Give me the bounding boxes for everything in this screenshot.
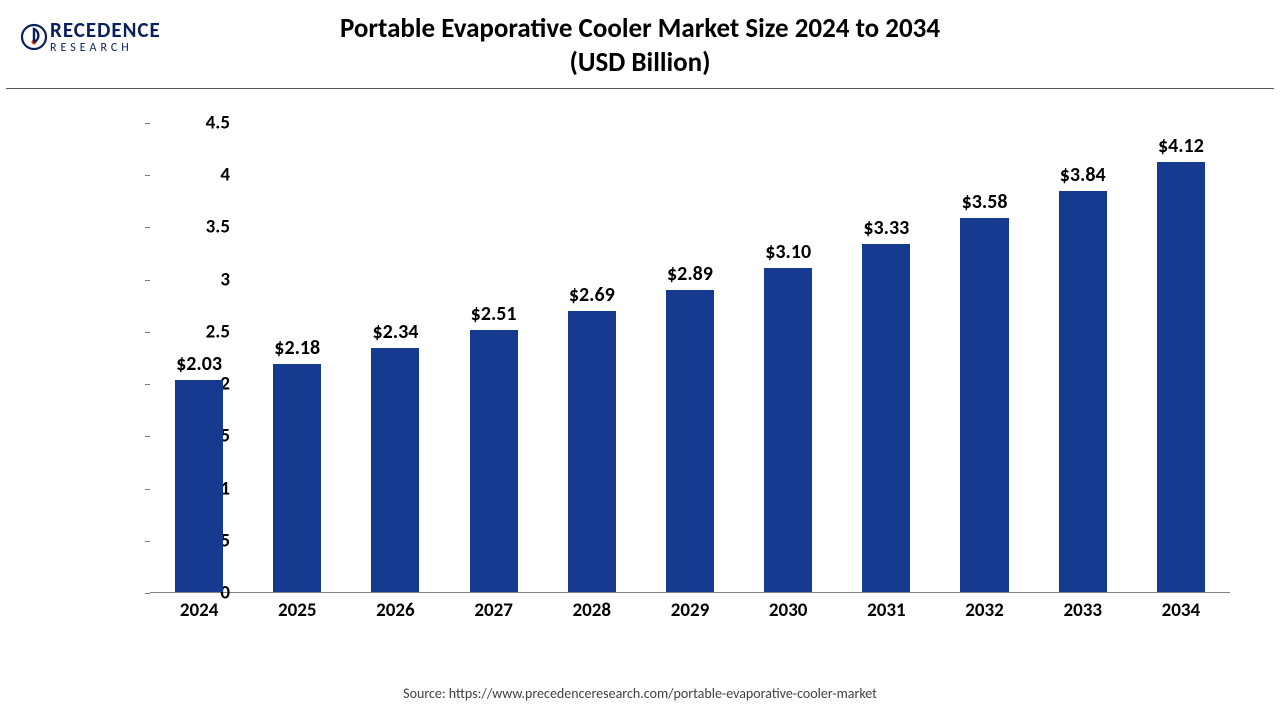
bar (666, 290, 714, 592)
x-tick-label: 2034 (1162, 599, 1201, 622)
bar-value-label: $3.84 (1060, 163, 1106, 187)
y-tick-mark (145, 332, 150, 333)
bar-value-label: $3.58 (962, 190, 1008, 214)
bar (1059, 191, 1107, 592)
x-tick-label: 2027 (474, 599, 513, 622)
bar-group: $3.842033 (1059, 191, 1107, 592)
chart-title-line1: Portable Evaporative Cooler Market Size … (0, 12, 1280, 46)
y-tick-mark (145, 436, 150, 437)
source-attribution: Source: https://www.precedenceresearch.c… (0, 685, 1280, 702)
chart-title-block: Portable Evaporative Cooler Market Size … (0, 12, 1280, 80)
chart-title-line2: (USD Billion) (0, 46, 1280, 80)
x-tick-label: 2033 (1063, 599, 1102, 622)
bar (764, 268, 812, 592)
bar (175, 380, 223, 592)
bar-group: $3.332031 (862, 244, 910, 592)
bar-value-label: $4.12 (1158, 134, 1204, 158)
bar (470, 330, 518, 592)
bar-group: $3.102030 (764, 268, 812, 592)
y-tick-mark (145, 489, 150, 490)
x-tick-label: 2026 (376, 599, 415, 622)
x-tick-label: 2024 (180, 599, 219, 622)
bar-group: $2.182025 (273, 364, 321, 592)
bar (1157, 162, 1205, 592)
y-tick-mark (145, 384, 150, 385)
y-tick-label: 4 (150, 164, 230, 187)
y-tick-label: 4.5 (150, 112, 230, 135)
bar-group: $2.342026 (371, 348, 419, 592)
bar-group: $2.892029 (666, 290, 714, 592)
y-tick-mark (145, 593, 150, 594)
bar-group: $2.032024 (175, 380, 223, 592)
bar-value-label: $3.33 (863, 216, 909, 240)
bar-value-label: $2.69 (569, 283, 615, 307)
x-tick-label: 2025 (278, 599, 317, 622)
x-tick-label: 2029 (671, 599, 710, 622)
bar (960, 218, 1008, 592)
bar-value-label: $2.89 (667, 262, 713, 286)
bar-group: $4.122034 (1157, 162, 1205, 592)
bar (273, 364, 321, 592)
bar-chart: 00.511.522.533.544.5$2.032024$2.182025$2… (60, 105, 1240, 650)
y-tick-label: 3.5 (150, 216, 230, 239)
bar-group: $2.692028 (568, 311, 616, 592)
title-divider (6, 88, 1274, 89)
x-tick-label: 2031 (867, 599, 906, 622)
bar-value-label: $2.34 (372, 320, 418, 344)
y-tick-mark (145, 280, 150, 281)
bar (568, 311, 616, 592)
plot-area: 00.511.522.533.544.5$2.032024$2.182025$2… (150, 123, 1230, 593)
bar-group: $3.582032 (960, 218, 1008, 592)
y-tick-mark (145, 123, 150, 124)
bar (371, 348, 419, 592)
bar-value-label: $3.10 (765, 240, 811, 264)
x-tick-label: 2030 (769, 599, 808, 622)
bar-value-label: $2.03 (176, 352, 222, 376)
y-tick-mark (145, 175, 150, 176)
y-tick-label: 2.5 (150, 320, 230, 343)
y-tick-mark (145, 227, 150, 228)
y-tick-label: 3 (150, 268, 230, 291)
x-tick-label: 2028 (573, 599, 612, 622)
bar-value-label: $2.51 (471, 302, 517, 326)
x-tick-label: 2032 (965, 599, 1004, 622)
bar-group: $2.512027 (470, 330, 518, 592)
bar (862, 244, 910, 592)
y-tick-mark (145, 541, 150, 542)
bar-value-label: $2.18 (274, 336, 320, 360)
